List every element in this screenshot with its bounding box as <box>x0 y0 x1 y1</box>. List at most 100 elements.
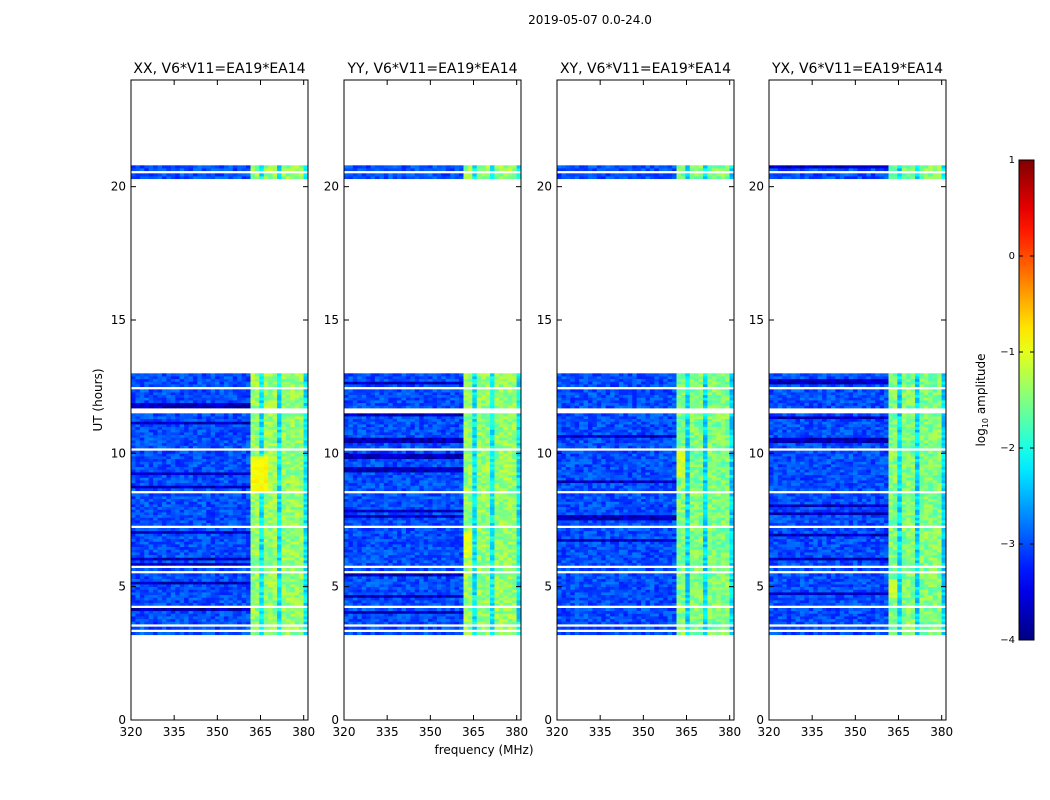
heatmap-cell <box>383 602 389 606</box>
heatmap-cell <box>259 440 265 444</box>
heatmap-cell <box>153 584 158 588</box>
heatmap-cell <box>246 618 251 622</box>
heatmap-cell <box>281 610 287 614</box>
heatmap-cell <box>277 485 282 489</box>
heatmap-cell <box>148 578 154 582</box>
heatmap-cell <box>290 573 296 577</box>
heatmap-cell <box>516 621 522 625</box>
heatmap-cell <box>414 597 420 601</box>
heatmap-cell <box>254 522 260 526</box>
heatmap-cell <box>481 544 487 548</box>
heatmap-cell <box>481 608 487 612</box>
heatmap-cell <box>285 456 291 460</box>
heatmap-cell <box>272 616 278 620</box>
heatmap-cell <box>237 381 243 385</box>
heatmap-cell <box>228 480 234 484</box>
heatmap-cell <box>148 413 154 417</box>
heatmap-cell <box>254 554 260 558</box>
heatmap-cell <box>450 589 456 593</box>
heatmap-cell <box>237 536 243 540</box>
heatmap-cell <box>250 373 256 377</box>
heatmap-cell <box>503 589 509 593</box>
heatmap-cell <box>144 600 150 604</box>
heatmap-cell <box>228 536 234 540</box>
heatmap-cell <box>259 573 265 577</box>
heatmap-cell <box>246 437 251 441</box>
heatmap-cell <box>383 600 389 604</box>
heatmap-cell <box>472 626 478 630</box>
heatmap-cell <box>232 384 238 388</box>
heatmap-cell <box>254 562 260 566</box>
heatmap-cell <box>432 592 438 596</box>
heatmap-cell <box>299 610 304 614</box>
heatmap-cell <box>246 538 251 542</box>
heatmap-cell <box>370 616 376 620</box>
heatmap-cell <box>148 165 154 169</box>
heatmap-cell <box>254 544 260 548</box>
heatmap-cell <box>303 173 309 177</box>
heatmap-cell <box>441 578 447 582</box>
heatmap-cell <box>215 416 220 420</box>
heatmap-cell <box>392 621 398 625</box>
heatmap-cell <box>161 608 167 612</box>
heatmap-cell <box>184 504 189 508</box>
heatmap-cell <box>277 480 282 484</box>
heatmap-cell <box>153 450 158 454</box>
heatmap-cell <box>281 498 287 502</box>
heatmap-cell <box>410 626 416 630</box>
heatmap-cell <box>197 397 203 401</box>
heatmap-cell <box>246 546 251 550</box>
heatmap-cell <box>507 549 513 553</box>
heatmap-cell <box>401 576 407 580</box>
heatmap-cell <box>246 586 251 590</box>
heatmap-cell <box>263 616 269 620</box>
heatmap-cell <box>153 469 158 473</box>
heatmap-cell <box>392 554 398 558</box>
heatmap-cell <box>184 528 189 532</box>
heatmap-cell <box>357 549 363 553</box>
heatmap-cell <box>450 600 456 604</box>
heatmap-cell <box>170 533 176 537</box>
heatmap-cell <box>197 541 203 545</box>
heatmap-cell <box>139 485 145 489</box>
heatmap-cell <box>259 397 265 401</box>
heatmap-cell <box>272 400 278 404</box>
heatmap-cell <box>405 618 411 622</box>
heatmap-cell <box>405 592 411 596</box>
heatmap-cell <box>166 400 172 404</box>
heatmap-cell <box>361 573 367 577</box>
heatmap-cell <box>383 544 389 548</box>
heatmap-cell <box>507 552 513 556</box>
heatmap-cell <box>215 586 220 590</box>
heatmap-cell <box>175 501 181 505</box>
heatmap-cell <box>157 464 163 468</box>
heatmap-cell <box>131 506 136 510</box>
heatmap-cell <box>250 578 256 582</box>
heatmap-cell <box>246 376 251 380</box>
heatmap-cell <box>401 610 407 614</box>
heatmap-cell <box>250 576 256 580</box>
heatmap-cell <box>228 616 234 620</box>
heatmap-cell <box>268 536 274 540</box>
heatmap-cell <box>281 421 287 425</box>
heatmap-cell <box>139 610 145 614</box>
heatmap-cell <box>232 434 238 438</box>
heatmap-cell <box>374 584 380 588</box>
heatmap-cell <box>131 482 136 486</box>
heatmap-cell <box>131 597 136 601</box>
heatmap-cell <box>232 456 238 460</box>
heatmap-cell <box>144 578 150 582</box>
heatmap-cell <box>246 440 251 444</box>
heatmap-cell <box>405 562 411 566</box>
heatmap-cell <box>157 560 163 564</box>
heatmap-cell <box>445 616 451 620</box>
heatmap-cell <box>201 378 207 382</box>
heatmap-cell <box>161 456 167 460</box>
heatmap-cell <box>188 453 194 457</box>
heatmap-cell <box>241 573 247 577</box>
heatmap-cell <box>277 450 282 454</box>
heatmap-cell <box>153 610 158 614</box>
heatmap-cell <box>135 442 141 446</box>
heatmap-cell <box>366 592 371 596</box>
